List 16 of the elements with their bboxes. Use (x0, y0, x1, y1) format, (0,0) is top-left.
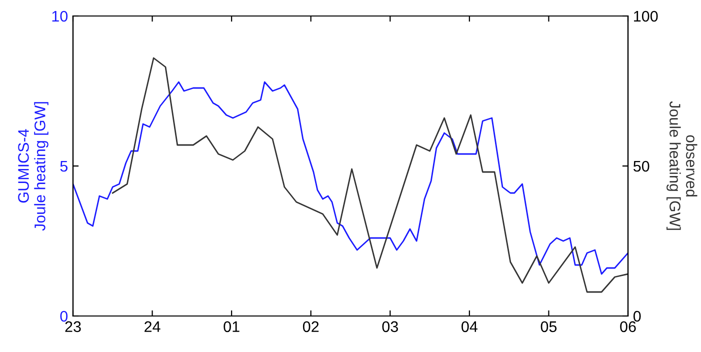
x-tick-label: 24 (144, 321, 160, 332)
y-tick-label: 5 (60, 161, 68, 172)
x-tick-label: 03 (382, 321, 398, 332)
y2-axis-title: observed Joule heating [GW] (666, 101, 698, 230)
y2-tick-label: 50 (633, 160, 650, 172)
x-tick-label: 02 (302, 321, 319, 332)
x-tick-label: 04 (462, 321, 478, 332)
y-axis-title: GUMICS-4 Joule heating [GW] (18, 102, 48, 231)
y2-tick-label: 0 (633, 310, 641, 322)
y2-tick-label: 100 (634, 10, 658, 22)
x-tick-label: 05 (540, 321, 557, 332)
x-tick-label: 06 (620, 321, 636, 332)
x-tick-label: 23 (65, 321, 81, 332)
y-tick-label: 0 (60, 310, 68, 322)
x-tick-label: 01 (224, 321, 240, 332)
y-tick-label: 10 (52, 10, 68, 22)
